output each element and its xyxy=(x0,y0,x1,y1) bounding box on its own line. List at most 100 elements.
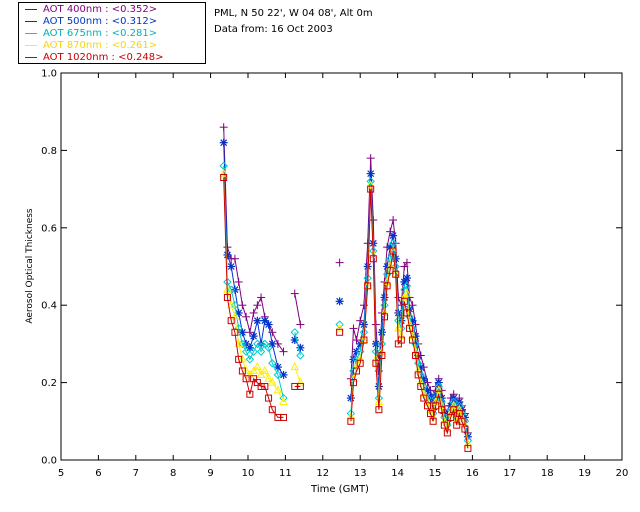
data-point-square xyxy=(432,402,440,410)
data-point-square xyxy=(461,425,469,433)
data-point-square xyxy=(435,390,443,398)
legend-item-400nm: AOT 400nm : <0.352> xyxy=(25,4,157,16)
data-point-square xyxy=(420,394,428,402)
legend-label-675nm: AOT 675nm : <0.281> xyxy=(43,28,158,39)
series-aot-400nm xyxy=(219,123,472,437)
series-line xyxy=(223,177,284,418)
data-point-asterisk xyxy=(406,305,413,313)
x-tick-label: 15 xyxy=(429,468,442,479)
data-point-square xyxy=(453,421,461,429)
data-point-asterisk xyxy=(336,297,344,305)
x-tick-label: 17 xyxy=(503,468,516,479)
data-point-triangle xyxy=(238,354,247,363)
data-point-asterisk xyxy=(296,344,304,352)
x-tick-label: 5 xyxy=(58,468,64,479)
data-point-diamond xyxy=(273,370,283,380)
data-point-asterisk xyxy=(291,336,299,344)
x-tick-label: 20 xyxy=(616,468,629,479)
plot-frame xyxy=(60,72,623,461)
data-point-square xyxy=(372,359,380,367)
data-point-square xyxy=(375,406,383,414)
x-tick-label: 13 xyxy=(354,468,367,479)
legend-item-500nm: AOT 500nm : <0.312> xyxy=(25,16,157,28)
data-point-square xyxy=(389,247,397,255)
x-tick-label: 9 xyxy=(207,468,213,479)
data-point-triangle xyxy=(366,180,376,189)
y-tick-label: 0.4 xyxy=(41,301,57,312)
data-point-square xyxy=(427,410,435,418)
data-point-square xyxy=(438,406,446,414)
data-point-square xyxy=(378,352,386,360)
data-point-square xyxy=(403,309,411,317)
data-point-square xyxy=(352,367,360,375)
data-point-triangle xyxy=(241,365,251,374)
data-point-triangle xyxy=(226,300,236,309)
x-axis-label: Time (GMT) xyxy=(310,484,369,495)
data-point-asterisk xyxy=(403,274,411,282)
series-line xyxy=(223,173,284,403)
data-point-triangle xyxy=(434,385,444,394)
x-tick-label: 10 xyxy=(242,468,255,479)
x-tick-label: 8 xyxy=(170,468,176,479)
legend-swatch xyxy=(25,8,37,10)
data-point-asterisk xyxy=(265,321,272,328)
data-point-square xyxy=(238,367,246,375)
data-point-square xyxy=(261,382,269,390)
data-point-square xyxy=(349,379,357,387)
data-point-square xyxy=(369,255,377,263)
data-point-triangle xyxy=(249,365,258,374)
legend-item-870nm: AOT 870nm : <0.261> xyxy=(25,40,157,52)
data-point-square xyxy=(386,266,394,274)
x-tick-label: 16 xyxy=(466,468,479,479)
data-point-square xyxy=(367,185,375,193)
data-point-square xyxy=(383,282,391,290)
data-point-diamond xyxy=(241,347,251,356)
legend-swatch xyxy=(25,56,37,58)
data-point-square xyxy=(280,413,288,421)
series-aot-1020nm xyxy=(220,173,472,452)
data-point-asterisk xyxy=(224,251,231,259)
x-tick-label: 7 xyxy=(133,468,139,479)
legend-item-675nm: AOT 675nm : <0.281> xyxy=(25,28,157,40)
y-tick-label: 0.0 xyxy=(41,456,57,467)
data-point-square xyxy=(347,417,355,425)
data-point-square xyxy=(253,379,261,387)
data-point-triangle xyxy=(273,385,283,394)
data-point-triangle xyxy=(394,323,403,332)
y-axis-label: Aerosol Optical Thickness xyxy=(25,208,35,324)
data-point-square xyxy=(414,371,422,379)
data-point-triangle xyxy=(256,369,266,378)
data-point-triangle xyxy=(296,377,305,386)
data-point-triangle xyxy=(267,377,277,386)
data-point-square xyxy=(235,355,243,363)
data-point-square xyxy=(447,413,455,421)
data-point-diamond xyxy=(335,320,344,329)
data-point-square xyxy=(397,336,405,344)
data-point-asterisk xyxy=(400,278,408,286)
data-point-square xyxy=(360,336,368,344)
data-point-asterisk xyxy=(375,383,383,390)
data-point-square xyxy=(242,375,250,383)
data-point-square xyxy=(246,390,254,398)
y-tick-label: 0.6 xyxy=(41,223,57,234)
data-point-square xyxy=(381,313,389,321)
data-point-asterisk xyxy=(261,317,269,325)
y-tick-label: 1.0 xyxy=(41,69,57,80)
data-point-diamond xyxy=(434,382,443,391)
data-point-triangle xyxy=(260,365,270,374)
x-tick-label: 6 xyxy=(95,468,101,479)
legend-swatch xyxy=(25,20,37,22)
data-point-diamond xyxy=(290,328,299,337)
series-line xyxy=(350,189,469,449)
legend-label-870nm: AOT 870nm : <0.261> xyxy=(43,40,158,51)
data-point-triangle xyxy=(264,373,273,382)
data-point-square xyxy=(455,410,463,418)
data-point-square xyxy=(223,293,231,301)
data-point-square xyxy=(464,444,472,452)
y-tick-label: 0.2 xyxy=(41,378,57,389)
data-point-square xyxy=(265,394,273,402)
data-point-diamond xyxy=(264,343,273,352)
legend-label-400nm: AOT 400nm : <0.352> xyxy=(43,4,158,15)
data-point-square xyxy=(458,417,466,425)
